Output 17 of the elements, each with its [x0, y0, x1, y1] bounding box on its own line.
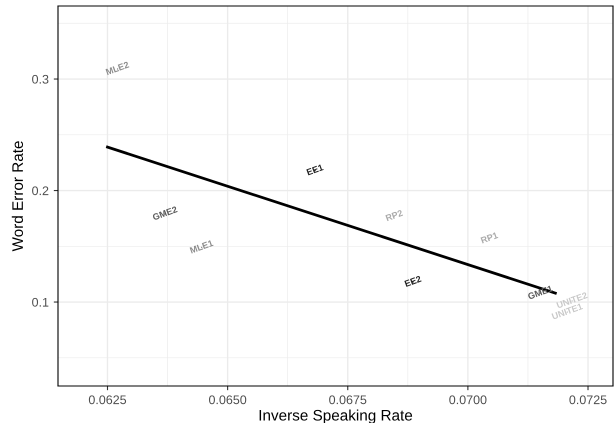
x-tick-label: 0.0675	[329, 395, 366, 404]
x-tick-label: 0.0700	[449, 395, 487, 404]
y-tick-label: 0.2	[32, 186, 48, 196]
text: MLE1	[190, 240, 214, 254]
text: RP2	[385, 210, 404, 222]
y-tick-label: 0.3	[32, 74, 48, 84]
x-tick-label: 0.0625	[88, 395, 126, 404]
text: GME1	[527, 285, 554, 300]
x-tick-label: 0.0650	[208, 395, 246, 404]
x-tick-label: 0.0725	[569, 395, 607, 404]
text: EE2	[404, 275, 422, 287]
text: EE1	[306, 164, 324, 176]
y-axis-title: Word Error Rate	[12, 141, 24, 252]
y-tick-label: 0.1	[32, 298, 48, 307]
text: RP1	[480, 232, 498, 244]
text: MLE2	[105, 61, 130, 76]
text: GME2	[152, 206, 178, 220]
